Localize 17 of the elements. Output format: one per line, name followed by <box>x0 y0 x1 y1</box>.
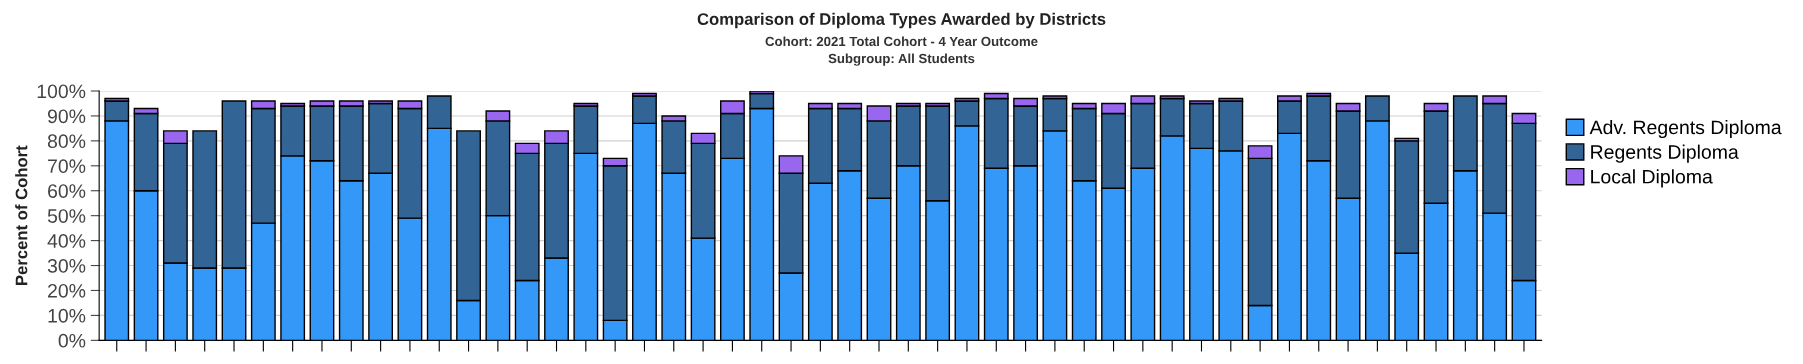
legend-label: Regents Diploma <box>1591 144 1739 163</box>
y-tick-label: 30% <box>47 259 86 273</box>
y-tick-label: 20% <box>48 283 86 298</box>
y-tick-label: 0% <box>58 333 86 348</box>
y-tick-label: 100% <box>37 84 86 99</box>
chart-title: Comparison of Diploma Types Awarded by Districts <box>697 12 1106 29</box>
y-tick-label: 50% <box>47 209 86 223</box>
legend-label: Adv. Regents Diploma <box>1589 119 1782 139</box>
y-tick-label: 40% <box>47 234 86 248</box>
y-axis-title: Percent of Cohort <box>15 145 28 285</box>
y-tick-label: 90% <box>47 109 86 124</box>
y-tick-label: 70% <box>48 159 86 174</box>
y-tick-label: 60% <box>48 184 86 198</box>
y-tick-label: 10% <box>48 308 86 323</box>
chart-subtitle: Cohort: 2021 Total Cohort - 4 Year Outcome Subgroup: All Students <box>765 36 1038 66</box>
legend-label: Local Diploma <box>1591 169 1713 188</box>
y-tick-label: 80% <box>47 134 86 149</box>
